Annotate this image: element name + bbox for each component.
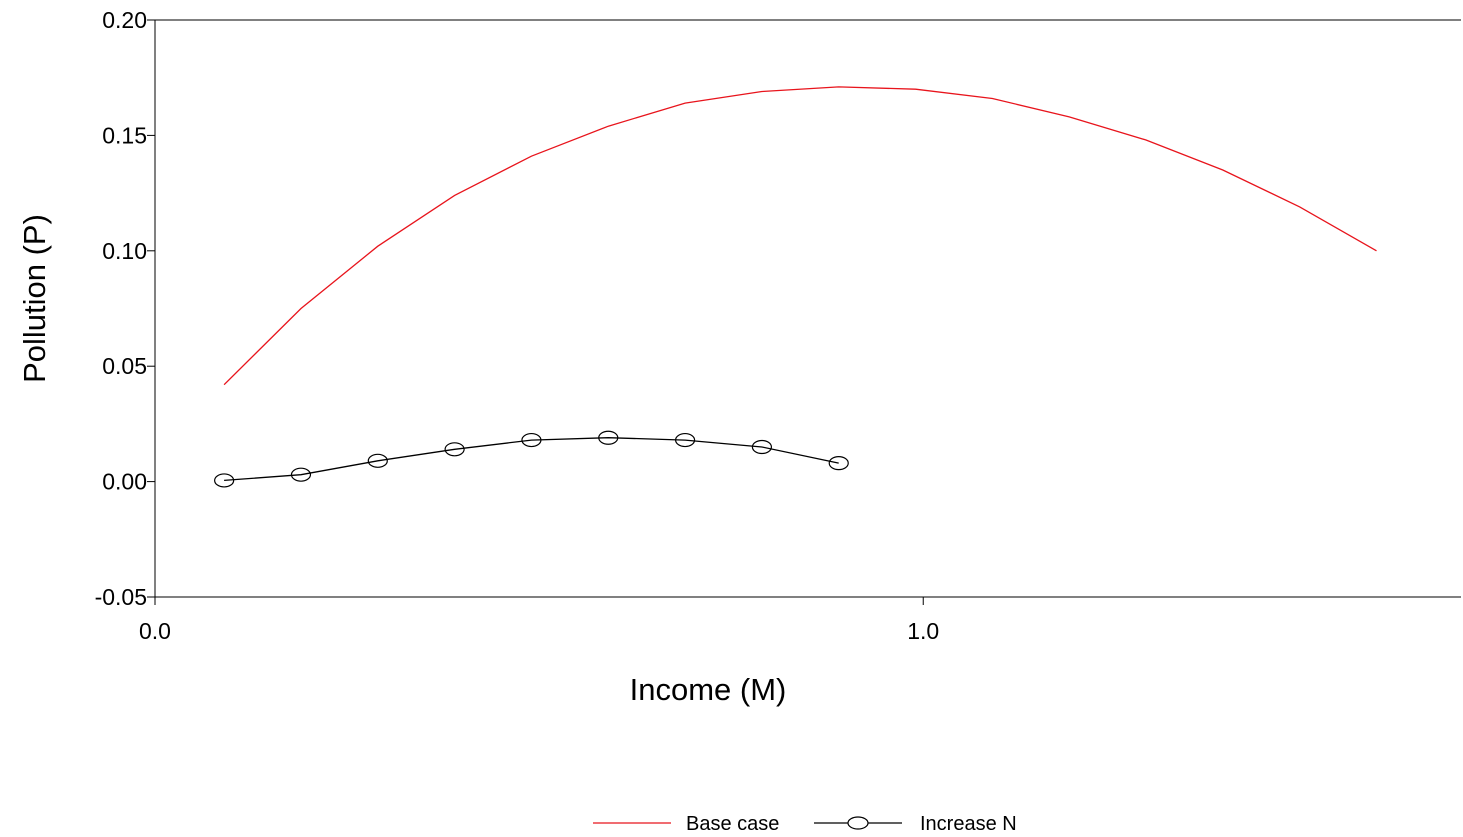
data-point — [674, 432, 696, 448]
plot-area — [154, 19, 1461, 598]
series-line-1 — [224, 437, 839, 482]
y-tick-label: 0.00 — [102, 469, 147, 495]
data-point — [598, 430, 619, 445]
y-tick-label: 0.15 — [102, 122, 147, 148]
legend-label-base-case: Base case — [686, 813, 779, 835]
y-tick-label: -0.05 — [95, 584, 147, 610]
data-point — [751, 439, 773, 455]
x-tick-label: 0.0 — [139, 618, 171, 644]
data-point — [367, 453, 388, 468]
y-axis-title: Pollution (P) — [17, 214, 52, 383]
data-point — [214, 473, 235, 488]
data-point — [828, 456, 849, 471]
y-tick-label: 0.05 — [102, 353, 147, 379]
x-axis-ticks: 0.0 1.0 — [139, 597, 939, 644]
data-point — [444, 442, 465, 457]
y-tick-label: 0.10 — [102, 238, 147, 264]
legend: Base case Increase N — [593, 813, 1017, 835]
y-axis-ticks: -0.05 0.00 0.05 0.10 0.15 0.20 — [95, 7, 155, 610]
legend-item-increase-n: Increase N — [814, 813, 1017, 835]
legend-item-base-case: Base case — [593, 813, 779, 835]
legend-label-increase-n: Increase N — [920, 813, 1017, 835]
series-layer — [214, 86, 1377, 488]
data-point — [521, 432, 542, 448]
data-point — [290, 467, 312, 482]
y-tick-label: 0.20 — [102, 7, 147, 33]
x-tick-label: 1.0 — [907, 618, 939, 644]
series-line-0 — [223, 86, 1377, 386]
legend-marker-increase-n — [847, 816, 869, 830]
x-axis-title: Income (M) — [630, 672, 787, 707]
